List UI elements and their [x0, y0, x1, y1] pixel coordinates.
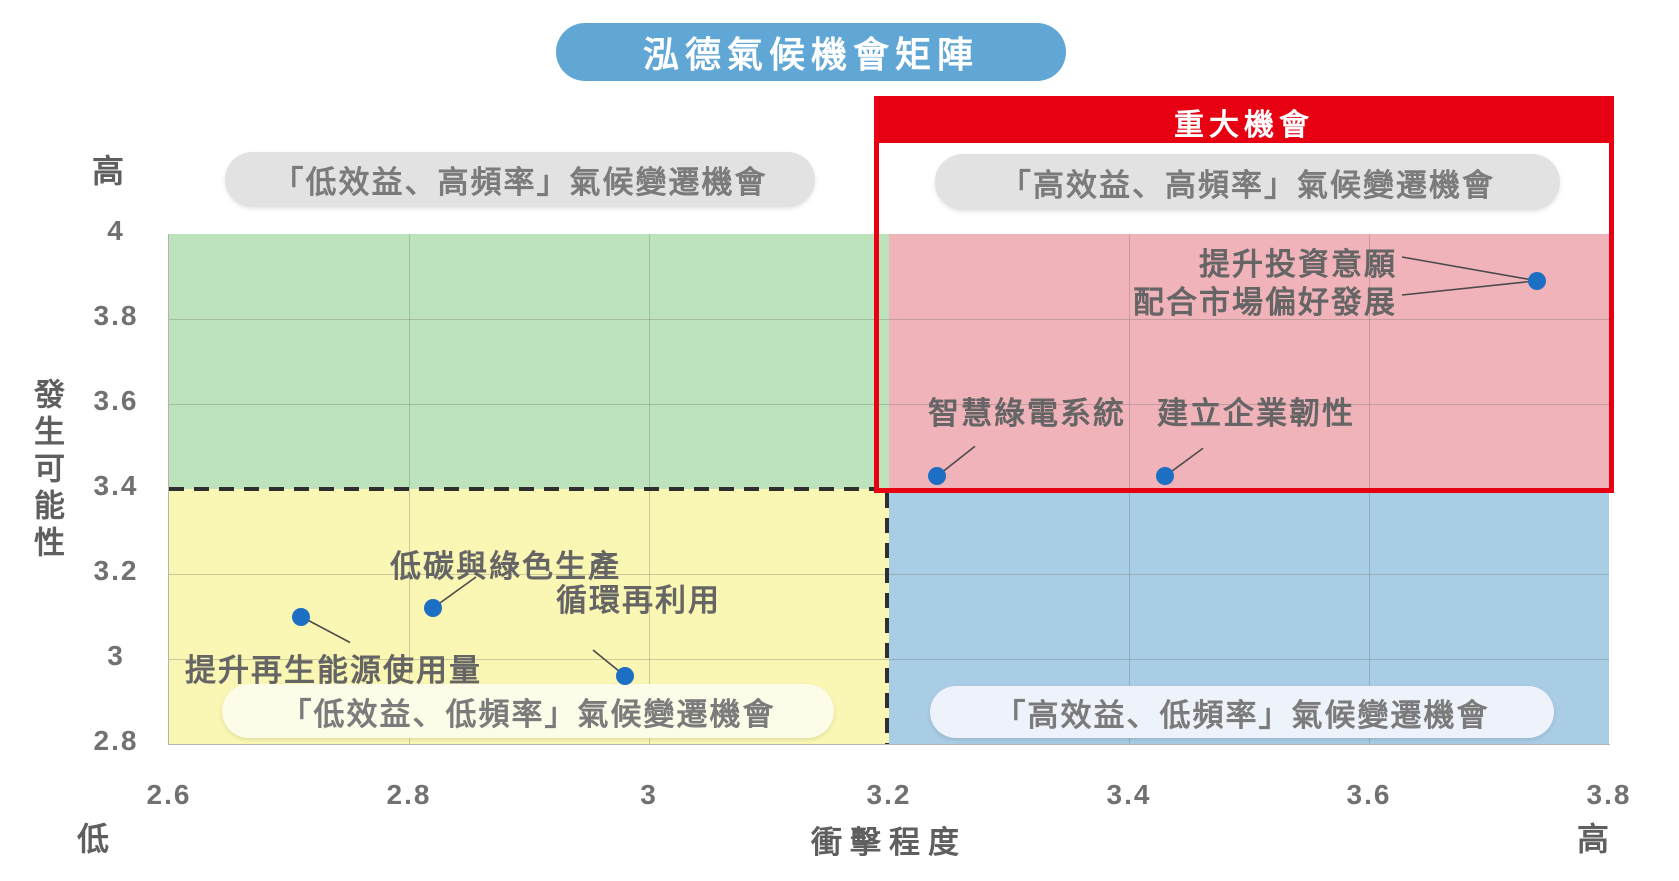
- major-opportunity-banner-text: 重大機會: [1174, 109, 1314, 142]
- dashed-boundary-vertical: [885, 493, 889, 744]
- y-tick-label: 3: [107, 640, 125, 671]
- data-point-label: 配合市場偏好發展: [1133, 285, 1397, 320]
- quadrant-pill-top-left: 「低效益、高頻率」氣候變遷機會: [225, 152, 815, 207]
- data-point-label: 智慧綠電系統: [928, 396, 1126, 431]
- x-tick-label: 2.6: [146, 779, 192, 810]
- chart-title-pill: 泓德氣候機會矩陣: [556, 23, 1066, 81]
- y-axis-title: 發生可能性: [29, 378, 64, 563]
- major-opportunity-banner: 重大機會: [879, 101, 1609, 143]
- data-point-dot: [424, 599, 442, 617]
- x-tick-label: 2.8: [386, 779, 432, 810]
- gridline-horizontal: [169, 659, 1609, 660]
- quadrant-pill-top-right-text: 「高效益、高頻率」氣候變遷機會: [1000, 167, 1495, 203]
- y-tick-label: 3.8: [93, 300, 139, 331]
- x-tick-label: 3: [640, 779, 658, 810]
- y-axis-high-label: 高: [92, 153, 125, 189]
- chart-title: 泓德氣候機會矩陣: [642, 34, 979, 75]
- data-point-dot: [616, 667, 634, 685]
- x-axis-title: 衝擊程度: [811, 825, 967, 860]
- major-opportunity-box: 重大機會: [874, 96, 1614, 493]
- data-point-dot: [292, 607, 310, 626]
- x-tick-label: 3.8: [1586, 779, 1632, 810]
- quadrant-pill-top-left-text: 「低效益、高頻率」氣候變遷機會: [272, 165, 768, 200]
- data-point-label: 建立企業韌性: [1157, 396, 1355, 431]
- y-tick-label: 3.4: [93, 470, 139, 501]
- gridline-horizontal: [169, 319, 1609, 320]
- data-point-label: 低碳與綠色生產: [390, 549, 621, 584]
- y-tick-label: 3.6: [93, 385, 139, 416]
- x-axis-high-label: 高: [1577, 821, 1610, 857]
- y-tick-label: 4: [107, 215, 125, 246]
- gridline-horizontal: [169, 574, 1609, 575]
- x-tick-label: 3.6: [1346, 779, 1392, 810]
- x-axis-low-label: 低: [77, 821, 110, 857]
- y-axis-line: [168, 234, 169, 745]
- dashed-boundary-horizontal: [169, 487, 877, 491]
- x-tick-label: 3.2: [866, 779, 912, 810]
- gridline-horizontal: [169, 404, 1609, 405]
- quadrant-pill-bottom-left: 「低效益、低頻率」氣候變遷機會: [222, 684, 834, 738]
- quadrant-pill-bottom-right: 「高效益、低頻率」氣候變遷機會: [930, 686, 1554, 738]
- quadrant-pill-top-right: 「高效益、高頻率」氣候變遷機會: [935, 154, 1560, 210]
- data-point-dot: [1528, 271, 1546, 290]
- x-axis-line: [169, 744, 1610, 745]
- y-tick-label: 2.8: [93, 725, 139, 756]
- quadrant-pill-bottom-right-text: 「高效益、低頻率」氣候變遷機會: [994, 697, 1490, 733]
- x-tick-label: 3.4: [1106, 779, 1152, 810]
- quadrant-pill-bottom-left-text: 「低效益、低頻率」氣候變遷機會: [280, 696, 776, 732]
- quadrant-green-top-left: [169, 234, 889, 489]
- data-point-label: 提升投資意願: [1199, 247, 1397, 282]
- data-point-label: 提升再生能源使用量: [185, 653, 482, 688]
- y-tick-label: 3.2: [93, 555, 139, 586]
- data-point-label: 循環再利用: [556, 583, 721, 618]
